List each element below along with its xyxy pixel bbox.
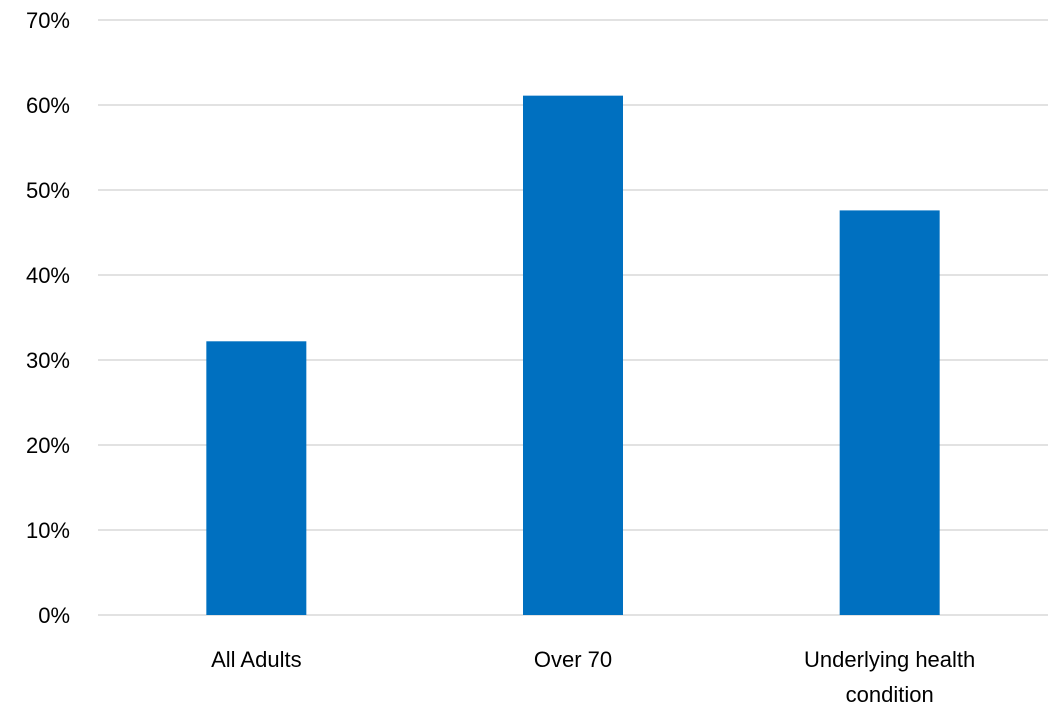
y-tick-label: 60% (26, 93, 70, 118)
y-tick-label: 0% (38, 603, 70, 628)
bar (523, 95, 623, 615)
x-category-label: Underlying health (804, 647, 975, 672)
x-category-label: Over 70 (534, 647, 612, 672)
y-tick-label: 30% (26, 348, 70, 373)
bars (206, 95, 940, 615)
x-category-label: All Adults (211, 647, 302, 672)
y-tick-label: 50% (26, 178, 70, 203)
x-axis-category-labels: All Adults Over 70 Underlying health condit… (211, 647, 975, 707)
y-tick-label: 40% (26, 263, 70, 288)
x-category-label: condition (846, 682, 934, 707)
y-tick-label: 70% (26, 8, 70, 33)
y-tick-label: 20% (26, 433, 70, 458)
bar (839, 210, 940, 615)
y-axis-tick-labels: 0% 10% 20% 30% 40% 50% 60% 70% (26, 8, 70, 628)
bar (206, 341, 307, 615)
y-tick-label: 10% (26, 518, 70, 543)
